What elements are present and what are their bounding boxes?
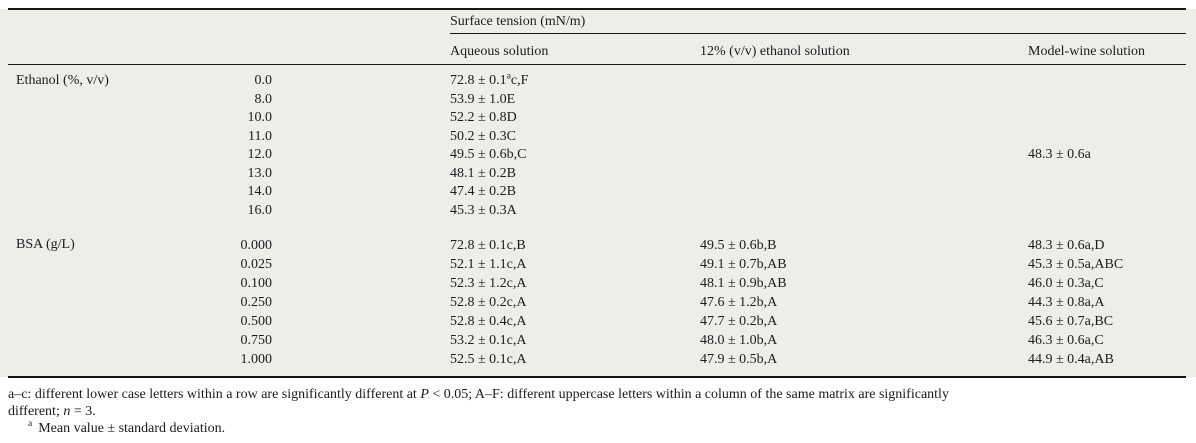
aqueous-value: 72.8 ± 0.1c,B [450, 238, 526, 253]
aqueous-value: 53.2 ± 0.1c,A [450, 333, 527, 348]
footnote-text: < 0.05; A–F: different uppercase letters… [428, 387, 949, 402]
table-row: 0.000 72.8 ± 0.1c,B 49.5 ± 0.6b,B 48.3 ±… [0, 236, 1196, 255]
concentration-value: 0.100 [240, 276, 273, 291]
model-wine-value: 44.9 ± 0.4a,AB [1028, 352, 1114, 367]
footnote-mean-value: a Mean value ± standard deviation. [8, 420, 1190, 437]
model-wine-value: 44.3 ± 0.8a,A [1028, 295, 1105, 310]
model-wine-value: 46.3 ± 0.6a,C [1028, 333, 1104, 348]
column-header-aqueous: Aqueous solution [450, 44, 549, 59]
rule-under-column-headers [8, 64, 1186, 65]
concentration-value: 11.0 [248, 128, 272, 144]
model-wine-value: 45.6 ± 0.7a,BC [1028, 314, 1114, 329]
concentration-value: 8.0 [254, 91, 273, 107]
value-letters: c,F [510, 73, 529, 88]
aqueous-value: 50.2 ± 0.3C [450, 128, 517, 144]
table-background [0, 9, 1196, 377]
footnote-text: = 3. [70, 404, 96, 419]
footnote-text: different; [8, 404, 64, 419]
aqueous-value: 49.5 ± 0.6b,C [450, 147, 527, 162]
concentration-value: 16.0 [247, 202, 273, 218]
footnote-marker: a [506, 71, 511, 82]
table-row: 11.0 50.2 ± 0.3C [0, 128, 1196, 147]
section-label-bsa: BSA (g/L) [16, 237, 75, 252]
aqueous-value: 48.1 ± 0.2B [450, 165, 517, 181]
model-wine-value: 48.3 ± 0.6a [1028, 147, 1091, 162]
column-header-model-wine: Model-wine solution [1028, 44, 1146, 59]
concentration-value: 0.500 [240, 314, 273, 329]
table-row: 0.250 52.8 ± 0.2c,A 47.6 ± 1.2b,A 44.3 ±… [0, 293, 1196, 312]
aqueous-value: 47.4 ± 0.2B [450, 184, 517, 199]
table-row: 0.025 52.1 ± 1.1c,A 49.1 ± 0.7b,AB 45.3 … [0, 255, 1196, 274]
table-row: 12.0 49.5 ± 0.6b,C 48.3 ± 0.6a [0, 146, 1196, 165]
ethanol12-value: 49.1 ± 0.7b,AB [700, 257, 787, 272]
ethanol12-value: 49.5 ± 0.6b,B [700, 238, 777, 253]
concentration-value: 0.250 [240, 295, 273, 310]
ethanol12-value: 47.7 ± 0.2b,A [700, 314, 778, 329]
rule-bottom [8, 376, 1186, 378]
ethanol12-value: 47.6 ± 1.2b,A [700, 295, 778, 310]
table-row: 10.0 52.2 ± 0.8D [0, 109, 1196, 128]
footnote-marker: a [28, 419, 33, 430]
column-header-ethanol12: 12% (v/v) ethanol solution [700, 44, 850, 59]
rule-under-group-header [450, 33, 1186, 34]
table-row: 0.100 52.3 ± 1.2c,A 48.1 ± 0.9b,AB 46.0 … [0, 274, 1196, 293]
section-ethanol: Ethanol (%, v/v) 0.0 72.8 ± 0.1ac,F 8.0 … [0, 72, 1196, 220]
table-row: 8.0 53.9 ± 1.0E [0, 91, 1196, 110]
ethanol12-value: 48.1 ± 0.9b,AB [700, 276, 787, 291]
aqueous-value: 52.8 ± 0.4c,A [450, 314, 527, 329]
table-row: 16.0 45.3 ± 0.3A [0, 202, 1196, 221]
aqueous-value: 52.5 ± 0.1c,A [450, 352, 527, 367]
concentration-value: 12.0 [247, 147, 273, 162]
footnote-text: a–c: different lower case letters within… [8, 387, 421, 402]
section-bsa: BSA (g/L) 0.000 72.8 ± 0.1c,B 49.5 ± 0.6… [0, 236, 1196, 369]
table-row: 14.0 47.4 ± 0.2B [0, 183, 1196, 202]
aqueous-value: 52.1 ± 1.1c,A [450, 257, 527, 272]
aqueous-value: 52.3 ± 1.2c,A [450, 276, 527, 291]
table-footnotes: a–c: different lower case letters within… [8, 386, 1190, 437]
italic-p: P [420, 387, 429, 402]
concentration-value: 14.0 [247, 184, 273, 199]
table-row: 0.750 53.2 ± 0.1c,A 48.0 ± 1.0b,A 46.3 ±… [0, 331, 1196, 350]
italic-n: n [63, 404, 71, 419]
table-row: 1.000 52.5 ± 0.1c,A 47.9 ± 0.5b,A 44.9 ±… [0, 350, 1196, 369]
aqueous-value: 53.9 ± 1.0E [450, 91, 516, 107]
aqueous-value: 72.8 ± 0.1ac,F [450, 72, 528, 91]
value-number: 72.8 ± 0.1 [450, 73, 507, 88]
aqueous-value: 52.8 ± 0.2c,A [450, 295, 527, 310]
concentration-value: 0.025 [240, 257, 273, 272]
model-wine-value: 46.0 ± 0.3a,C [1028, 276, 1104, 291]
concentration-value: 10.0 [247, 110, 273, 125]
table-row: 13.0 48.1 ± 0.2B [0, 165, 1196, 184]
concentration-value: 0.000 [240, 238, 273, 253]
concentration-value: 1.000 [240, 352, 273, 367]
ethanol12-value: 47.9 ± 0.5b,A [700, 352, 778, 367]
ethanol12-value: 48.0 ± 1.0b,A [700, 333, 778, 348]
model-wine-value: 48.3 ± 0.6a,D [1028, 238, 1105, 253]
footnote-significance: a–c: different lower case letters within… [8, 386, 1190, 420]
aqueous-value: 45.3 ± 0.3A [450, 202, 517, 218]
table-row: 0.500 52.8 ± 0.4c,A 47.7 ± 0.2b,A 45.6 ±… [0, 312, 1196, 331]
model-wine-value: 45.3 ± 0.5a,ABC [1028, 257, 1124, 272]
concentration-value: 0.0 [254, 73, 273, 88]
aqueous-value: 52.2 ± 0.8D [450, 110, 517, 125]
rule-top [8, 8, 1186, 10]
table-row: 0.0 72.8 ± 0.1ac,F [0, 72, 1196, 91]
footnote-text: Mean value ± standard deviation. [38, 421, 226, 436]
concentration-value: 13.0 [247, 165, 273, 181]
section-label-ethanol: Ethanol (%, v/v) [16, 73, 109, 88]
group-header-surface-tension: Surface tension (mN/m) [450, 14, 586, 29]
concentration-value: 0.750 [240, 333, 273, 348]
